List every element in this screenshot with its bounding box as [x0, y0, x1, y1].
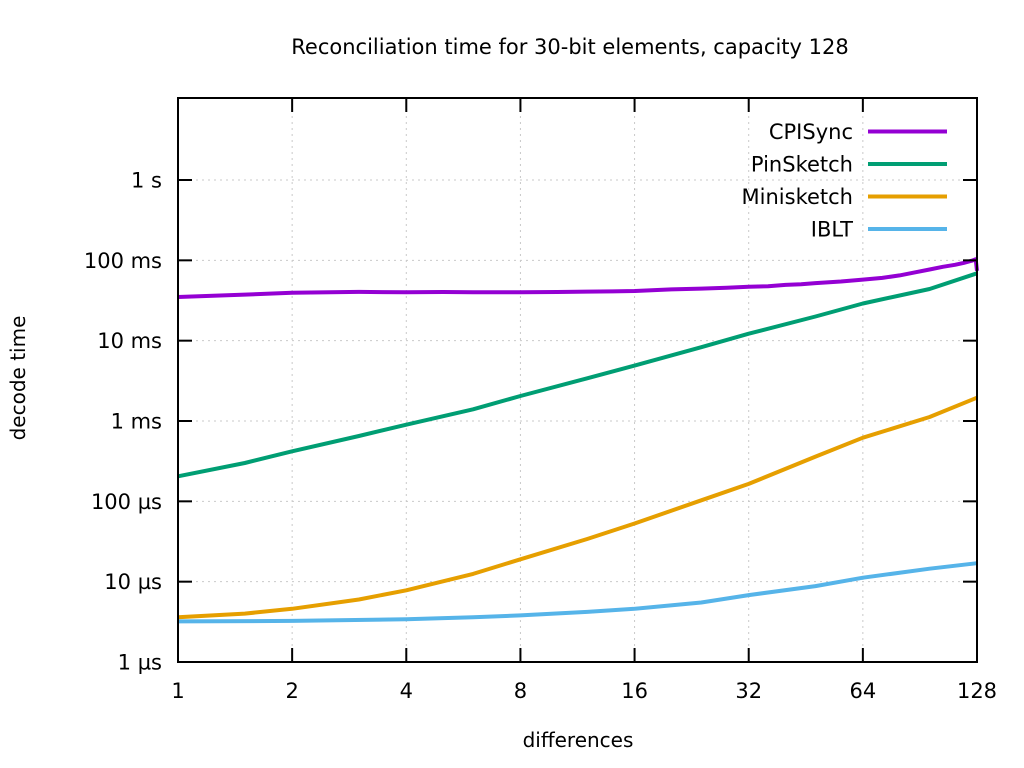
x-tick-label: 128 — [957, 679, 997, 703]
y-tick-label: 10 µs — [104, 570, 162, 594]
series-line-minisketch — [177, 395, 978, 620]
series-lines — [177, 257, 979, 624]
x-tick-label: 8 — [514, 679, 527, 703]
x-tick-label: 2 — [285, 679, 298, 703]
x-tick-label: 16 — [621, 679, 648, 703]
legend: CPISync PinSketch Minisketch IBLT — [742, 120, 947, 242]
y-tick-label: 100 ms — [84, 249, 162, 273]
x-tick-label: 32 — [735, 679, 762, 703]
legend-label-iblt: IBLT — [811, 218, 853, 242]
x-tick-label: 1 — [171, 679, 184, 703]
series-line-pinsketch — [177, 271, 978, 479]
legend-label-minisketch: Minisketch — [742, 185, 853, 209]
y-tick-label: 1 µs — [118, 651, 162, 675]
y-tick-label: 1 ms — [111, 410, 162, 434]
y-tick-label: 100 µs — [91, 490, 162, 514]
x-tick-label: 4 — [400, 679, 413, 703]
y-axis-label: decode time — [6, 316, 30, 441]
legend-label-cpisync: CPISync — [769, 120, 853, 144]
y-tick-label: 1 s — [131, 169, 162, 193]
series-line-cpisync — [177, 257, 979, 299]
gridlines — [178, 98, 977, 662]
chart-title: Reconciliation time for 30-bit elements,… — [291, 35, 848, 59]
y-tick-label: 10 ms — [97, 329, 162, 353]
x-tick-label: 64 — [849, 679, 876, 703]
plot-frame — [177, 97, 978, 663]
plot-border — [177, 97, 978, 663]
x-axis-label: differences — [523, 728, 634, 752]
series-line-iblt — [177, 561, 978, 624]
legend-label-pinsketch: PinSketch — [751, 153, 853, 177]
tick-labels: 1 2 4 8 16 32 64 128 1 µs 10 µs 100 µs 1 ms 10 ms 100… — [84, 169, 997, 704]
